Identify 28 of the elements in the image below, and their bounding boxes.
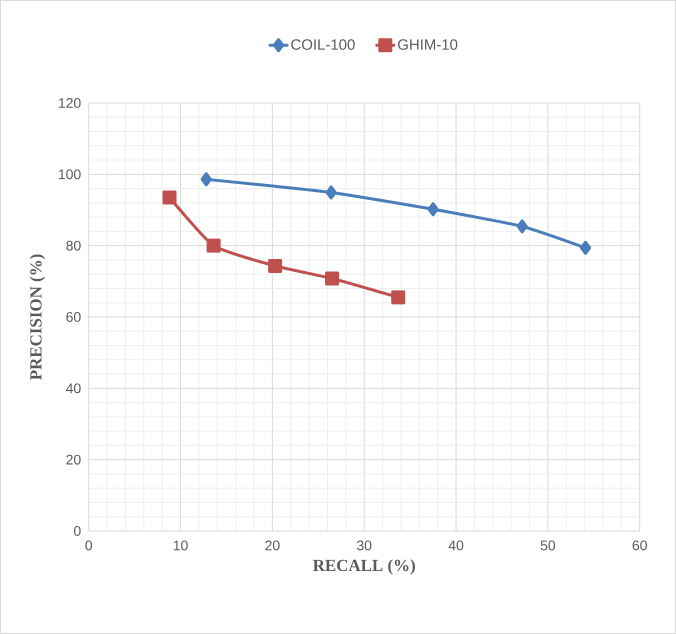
point xyxy=(427,202,439,216)
x-tick-label: 30 xyxy=(356,540,372,550)
point xyxy=(162,190,177,204)
y-tick-label: 120 xyxy=(58,98,81,108)
legend-label: GHIM-10 xyxy=(398,39,458,50)
x-tick-label: 60 xyxy=(632,540,647,550)
y-tick-label: 60 xyxy=(66,312,81,322)
y-tick-label: 100 xyxy=(58,169,81,180)
point xyxy=(326,186,337,200)
y-tick-label: 0 xyxy=(74,526,81,536)
y-axis-title: PRECISION (%) xyxy=(30,254,46,380)
x-tick-label: 20 xyxy=(265,540,280,550)
y-tick-label: 20 xyxy=(66,454,81,465)
x-tick-label: 0 xyxy=(85,540,92,550)
x-tick-label: 10 xyxy=(174,540,188,550)
point xyxy=(268,258,282,273)
point xyxy=(391,290,406,304)
point xyxy=(580,240,592,255)
point xyxy=(516,219,528,234)
point xyxy=(200,172,212,186)
y-tick-label: 40 xyxy=(66,383,81,394)
y-tick-label: 80 xyxy=(66,240,81,251)
x-tick-label: 40 xyxy=(448,540,464,550)
x-tick-label: 50 xyxy=(540,540,556,550)
point xyxy=(206,238,221,253)
x-axis-title: RECALL (%) xyxy=(312,559,415,575)
point xyxy=(325,271,340,286)
legend-label: COIL-100 xyxy=(291,39,355,50)
